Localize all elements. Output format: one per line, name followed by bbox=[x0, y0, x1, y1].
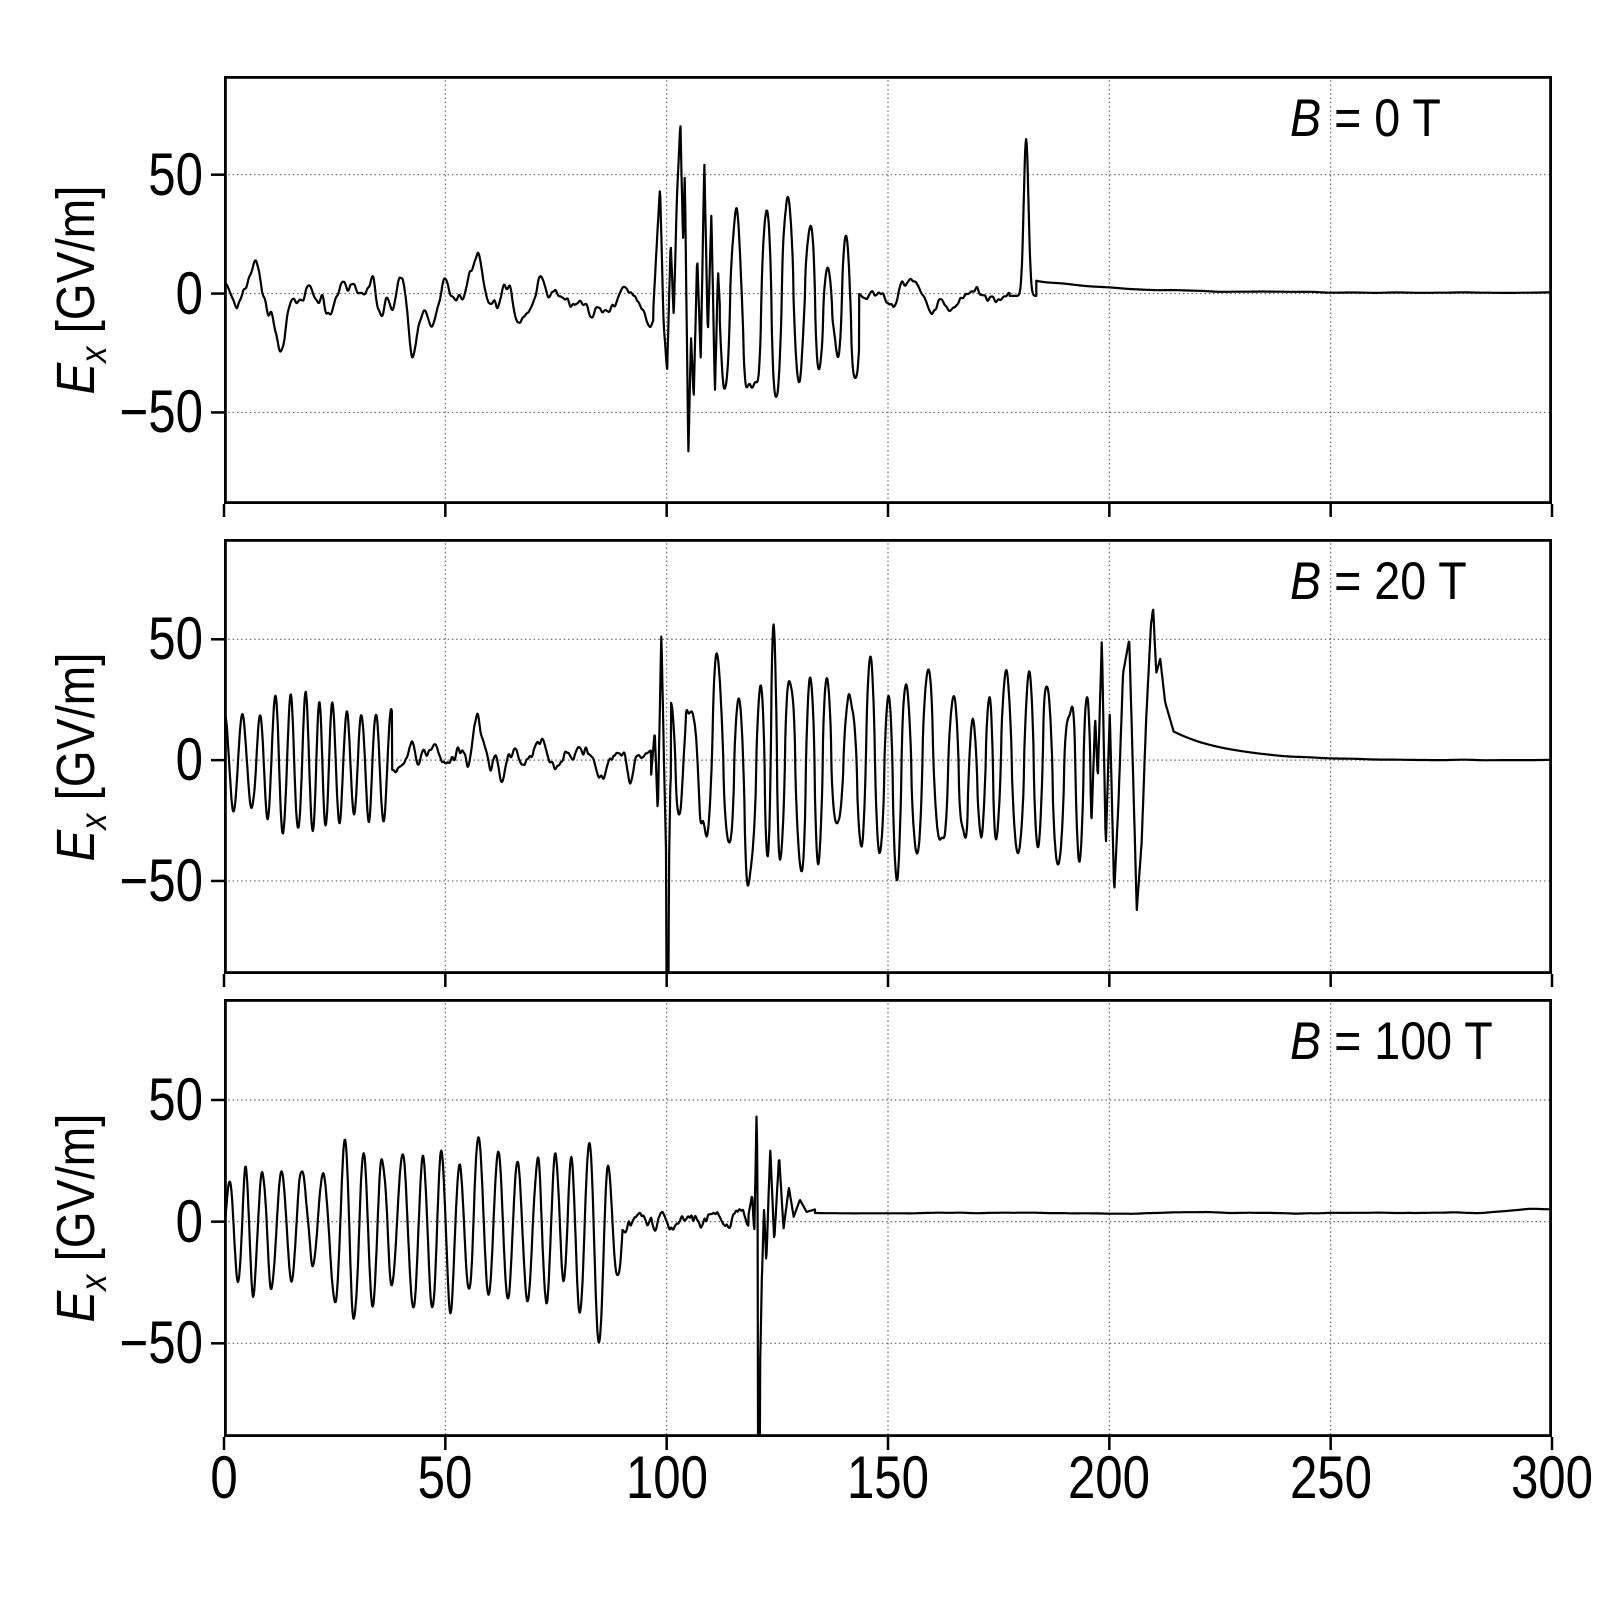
y-tick-label: 0 bbox=[175, 726, 203, 794]
annotation-symbol: B bbox=[1290, 1012, 1322, 1071]
annotation-value: = 20 T bbox=[1321, 552, 1467, 611]
x-tick-label: 50 bbox=[417, 1444, 473, 1511]
y-tick-label: 50 bbox=[148, 605, 203, 673]
y-tick-label: −50 bbox=[119, 1309, 203, 1377]
x-tick-label: 200 bbox=[1068, 1444, 1151, 1511]
x-tick-label: 300 bbox=[1510, 1444, 1594, 1511]
annotation-b-0t: B = 0 T bbox=[1290, 91, 1441, 147]
annotation-symbol: B bbox=[1290, 552, 1322, 611]
y-tick-label: 50 bbox=[148, 140, 203, 208]
annotation-b-20t: B = 20 T bbox=[1290, 554, 1467, 610]
ylabel-subscript: x bbox=[72, 813, 114, 830]
annotation-value: = 0 T bbox=[1321, 89, 1441, 148]
ylabel-subscript: x bbox=[72, 1274, 114, 1291]
series-line-20t bbox=[224, 608, 1552, 974]
axes-spines bbox=[224, 539, 1552, 974]
subplot-b-100t: B = 100 T bbox=[224, 999, 1552, 1437]
y-tick-label: 0 bbox=[175, 259, 203, 327]
series-line-100t bbox=[224, 1115, 1552, 1437]
x-tick-label: 150 bbox=[846, 1444, 930, 1511]
series-line-0t bbox=[224, 125, 1552, 453]
annotation-b-100t: B = 100 T bbox=[1290, 1014, 1493, 1070]
plot-area-b-0t bbox=[224, 76, 1552, 504]
annotation-symbol: B bbox=[1290, 89, 1322, 148]
x-tick-label: 0 bbox=[210, 1444, 238, 1511]
axes-spines bbox=[224, 76, 1552, 504]
ylabel-subscript: x bbox=[72, 346, 114, 363]
plot-area-b-20t bbox=[224, 539, 1552, 974]
y-tick-label: −50 bbox=[119, 846, 203, 914]
y-tick-label: −50 bbox=[119, 378, 203, 446]
x-tick-label: 250 bbox=[1289, 1444, 1372, 1511]
axes-spines bbox=[224, 999, 1552, 1437]
annotation-value: = 100 T bbox=[1321, 1012, 1493, 1071]
plot-area-b-100t bbox=[224, 999, 1552, 1437]
y-tick-label: 50 bbox=[148, 1065, 203, 1133]
y-tick-label: 0 bbox=[175, 1187, 203, 1255]
subplot-b-0t: B = 0 T bbox=[224, 76, 1552, 504]
x-tick-label: 100 bbox=[625, 1444, 708, 1511]
subplot-b-20t: B = 20 T bbox=[224, 539, 1552, 974]
